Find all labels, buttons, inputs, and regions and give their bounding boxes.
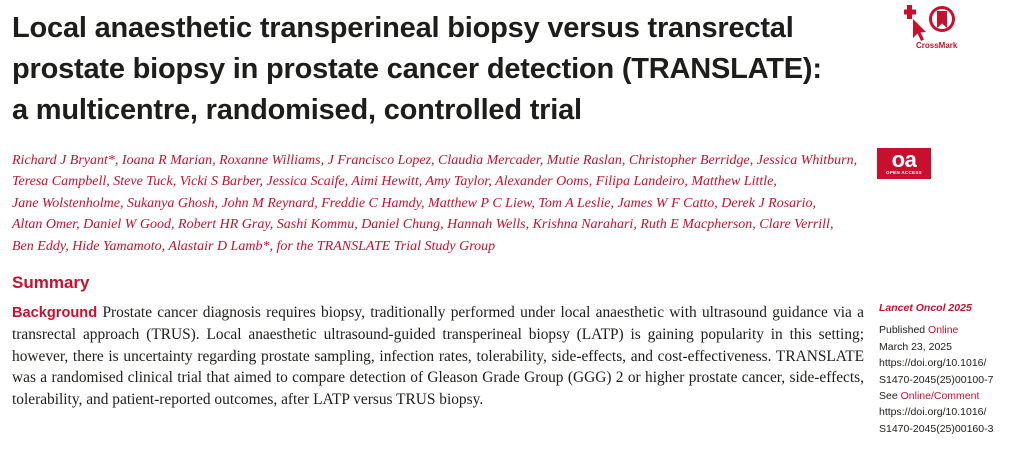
author-line[interactable]: Ben Eddy, Hide Yamamoto, Alastair D Lamb…	[12, 238, 496, 254]
see-comment-line: See Online/Comment	[879, 388, 1009, 404]
abstract-background: Background Prostate cancer diagnosis req…	[12, 302, 864, 410]
author-line[interactable]: Altan Omer, Daniel W Good, Robert HR Gra…	[12, 217, 834, 233]
comment-doi-line2[interactable]: S1470-2045(25)00160-3	[879, 422, 994, 435]
open-access-text: OPEN ACCESS	[886, 170, 922, 175]
published-line: Published Online	[879, 322, 1009, 338]
doi-link-line2[interactable]: S1470-2045(25)00100-7	[879, 373, 994, 386]
article-sidebar: Lancet Oncol 2025 Published Online March…	[879, 300, 1009, 437]
journal-citation: Lancet Oncol 2025	[879, 302, 972, 314]
open-access-badge[interactable]: oa OPEN ACCESS	[877, 148, 931, 179]
see-prefix: See	[879, 390, 901, 403]
crossmark-icon[interactable]	[904, 2, 964, 54]
abstract-section-label: Background	[12, 305, 98, 321]
open-access-mark: oa	[891, 147, 917, 172]
author-list: Richard J Bryant*, Ioana R Marian, Roxan…	[12, 150, 872, 257]
author-line[interactable]: Richard J Bryant*, Ioana R Marian, Roxan…	[12, 153, 858, 168]
abstract-text: Prostate cancer diagnosis requires biops…	[12, 304, 864, 408]
doi-link-line1[interactable]: https://doi.org/10.1016/	[879, 357, 987, 370]
title-line: Local anaesthetic transperineal biopsy v…	[12, 12, 794, 44]
article-title: Local anaesthetic transperineal biopsy v…	[12, 8, 852, 131]
title-line: prostate biopsy in prostate cancer detec…	[12, 53, 822, 85]
crossmark-label: CrossMark	[916, 41, 958, 50]
comment-doi-line1[interactable]: https://doi.org/10.1016/	[879, 406, 987, 419]
online-comment-link[interactable]: Online/Comment	[900, 390, 980, 403]
published-prefix: Published	[879, 324, 929, 337]
published-online-link[interactable]: Online	[928, 324, 959, 337]
title-line: a multicentre, randomised, controlled tr…	[12, 94, 582, 126]
publication-date: March 23, 2025	[879, 340, 952, 353]
summary-heading: Summary	[12, 273, 90, 292]
author-line[interactable]: Jane Wolstenholme, Sukanya Ghosh, John M…	[12, 195, 816, 211]
author-line[interactable]: Teresa Campbell, Steve Tuck, Vicki S Bar…	[12, 174, 777, 190]
